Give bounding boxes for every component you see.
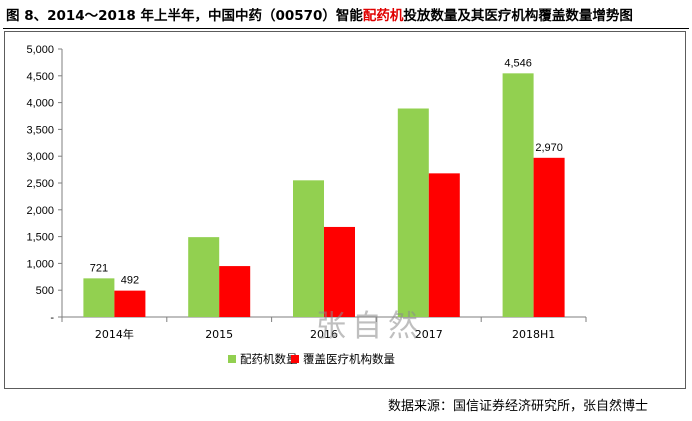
chart-title: 图 8、2014～2018 年上半年，中国中药（00570）智能配药机投放数量及… bbox=[6, 5, 690, 27]
data-label: 4,546 bbox=[504, 57, 532, 69]
bar-institutions bbox=[219, 266, 251, 317]
legend-label: 配药机数量 bbox=[240, 352, 298, 366]
x-tick-label: 2017 bbox=[415, 328, 443, 341]
bar-institutions bbox=[533, 157, 565, 317]
y-tick-label: 3,000 bbox=[26, 151, 54, 163]
source-note: 数据来源：国信证券经济研究所，张自然博士 bbox=[387, 399, 648, 414]
x-tick-label: 2016 bbox=[310, 328, 338, 341]
y-tick-label: 5,000 bbox=[26, 44, 54, 56]
y-tick-label: - bbox=[50, 312, 54, 324]
y-tick-label: 4,000 bbox=[26, 98, 54, 110]
y-tick-label: 4,500 bbox=[26, 71, 54, 83]
legend-swatch-machines bbox=[228, 355, 236, 363]
bar-institutions bbox=[428, 173, 460, 317]
bar-institutions bbox=[114, 290, 146, 317]
bar-machines bbox=[397, 108, 429, 317]
data-label: 721 bbox=[90, 262, 108, 274]
watermark-text: 张自然 bbox=[316, 309, 424, 344]
bar-institutions bbox=[324, 226, 355, 317]
x-tick-label: 2014年 bbox=[95, 327, 134, 341]
y-tick-label: 3,500 bbox=[26, 124, 54, 136]
bar-machines bbox=[83, 278, 115, 317]
legend-swatch-institutions bbox=[291, 355, 299, 363]
title-suffix: 投放数量及其医疗机构覆盖数量增势图 bbox=[403, 8, 633, 24]
x-tick-label: 2015 bbox=[205, 328, 233, 341]
legend-label: 覆盖医疗机构数量 bbox=[303, 352, 395, 366]
y-tick-label: 1,000 bbox=[26, 258, 54, 270]
y-tick-label: 2,000 bbox=[26, 205, 54, 217]
bar-machines bbox=[502, 73, 534, 317]
data-label: 2,970 bbox=[535, 142, 563, 154]
bar-machines bbox=[188, 237, 220, 317]
y-tick-label: 1,500 bbox=[26, 232, 54, 244]
chart-frame bbox=[4, 31, 686, 389]
data-label: 492 bbox=[121, 275, 139, 287]
title-rule bbox=[3, 28, 689, 29]
y-tick-label: 2,500 bbox=[26, 178, 54, 190]
y-tick-label: 500 bbox=[36, 285, 54, 297]
bar-machines bbox=[293, 180, 324, 317]
title-highlight: 配药机 bbox=[362, 8, 404, 24]
x-tick-label: 2018H1 bbox=[512, 328, 555, 341]
title-prefix: 图 8、2014～2018 年上半年，中国中药（00570）智能 bbox=[6, 8, 363, 24]
